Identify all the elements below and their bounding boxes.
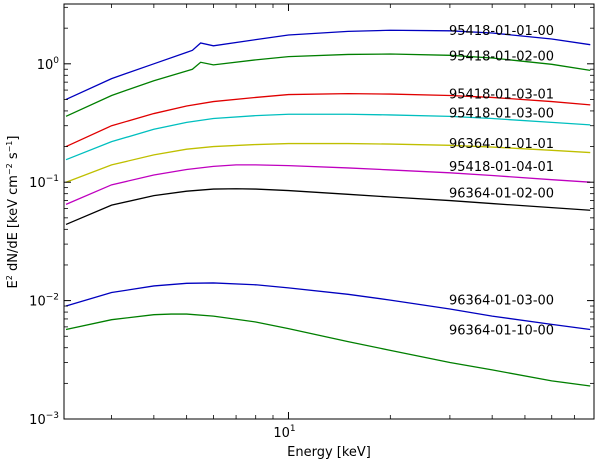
series-line-96364-01-10-00 <box>65 313 591 387</box>
series-line-95418-01-02-00 <box>65 53 591 117</box>
lines-layer <box>65 29 591 387</box>
series-label-96364-01-10-00: 96364-01-10-00 <box>449 323 554 338</box>
series-label-95418-01-04-01: 95418-01-04-01 <box>449 160 554 175</box>
series-line-96364-01-02-00 <box>65 188 591 226</box>
series-label-96364-01-03-00: 96364-01-03-00 <box>449 294 554 309</box>
series-line-95418-01-01-00 <box>65 29 591 101</box>
y-axis-title: E2 dN/dE [keV cm−2 s−1] <box>5 136 21 289</box>
y-tick-label: 10−3 <box>29 411 59 428</box>
y-tick-label: 10−2 <box>29 293 59 310</box>
x-tick-label: 101 <box>273 424 295 441</box>
series-label-95418-01-03-01: 95418-01-03-01 <box>449 88 554 103</box>
ticks-layer: 10−3 10−2 10−1 100 101 <box>29 4 594 441</box>
y-axis-title-text: E2 dN/dE [keV cm−2 s−1] <box>5 136 21 289</box>
series-line-96364-01-01-01 <box>65 142 591 183</box>
series-label-95418-01-03-00: 95418-01-03-00 <box>449 107 554 122</box>
series-label-95418-01-01-00: 95418-01-01-00 <box>449 24 554 39</box>
series-label-96364-01-02-00: 96364-01-02-00 <box>449 187 554 202</box>
series-label-95418-01-02-00: 95418-01-02-00 <box>449 50 554 65</box>
series-label-96364-01-01-01: 96364-01-01-01 <box>449 137 554 152</box>
series-labels-layer: 95418-01-01-00 95418-01-02-00 95418-01-03-… <box>449 24 554 339</box>
plot-frame <box>63 3 595 420</box>
series-line-95418-01-04-01 <box>65 164 591 205</box>
series-line-95418-01-03-00 <box>65 113 591 161</box>
series-line-95418-01-03-01 <box>65 92 591 148</box>
series-line-96364-01-03-00 <box>65 282 591 331</box>
y-tick-label: 10−1 <box>29 174 59 191</box>
y-tick-label: 100 <box>37 56 60 73</box>
x-axis-title: Energy [keV] <box>287 445 371 460</box>
